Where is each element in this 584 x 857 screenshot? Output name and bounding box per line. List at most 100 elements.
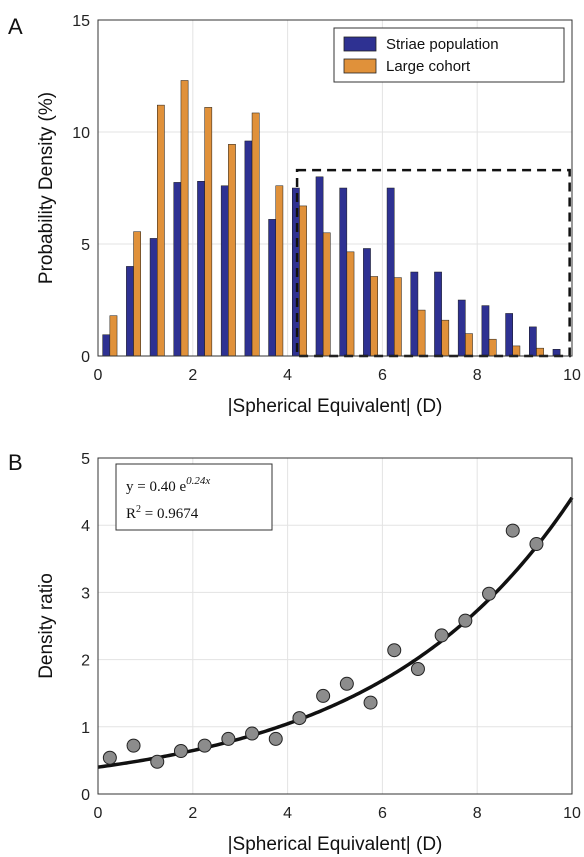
bar-large-cohort [417, 309, 426, 357]
x-tick-label: 10 [563, 367, 581, 384]
bar-striae [410, 271, 419, 357]
bar-large-cohort [251, 112, 260, 357]
data-point [482, 586, 497, 601]
bar-striae [173, 182, 182, 357]
data-point [363, 695, 378, 710]
x-tick-label: 2 [188, 805, 197, 822]
data-point [126, 738, 141, 753]
bar-large-cohort [204, 107, 213, 357]
panel-b-ylabel: Density ratio [36, 573, 57, 679]
x-tick-label: 0 [94, 805, 103, 822]
bar-striae [457, 299, 466, 357]
bar-striae [315, 176, 324, 357]
data-point [434, 628, 449, 643]
bar-large-cohort [465, 333, 473, 357]
data-point [245, 726, 260, 741]
bar-large-cohort [488, 338, 497, 357]
data-point [268, 731, 283, 746]
bar-large-cohort [299, 205, 307, 357]
data-point [316, 688, 331, 703]
bar-large-cohort [228, 144, 236, 357]
legend-label-large-cohort: Large cohort [386, 58, 471, 75]
x-tick-label: 0 [94, 367, 103, 384]
bar-striae [244, 140, 253, 357]
bar-large-cohort [157, 104, 165, 357]
panel-b-ticks: 0 2 4 6 8 10 0 1 2 3 4 5 [81, 451, 581, 822]
data-point [529, 537, 544, 552]
panel-a: A 0 2 4 6 8 10 0 5 10 15 |Spherical Equivalent| (… [8, 13, 581, 417]
bar-large-cohort [441, 319, 450, 357]
data-point [197, 738, 212, 753]
equation-text: y = 0.40 e0.24x [126, 475, 210, 495]
data-point [505, 523, 520, 538]
y-tick-label: 5 [81, 451, 90, 468]
legend: Striae population Large cohort [333, 27, 565, 83]
y-tick-label: 15 [72, 13, 90, 30]
bar-large-cohort [133, 231, 142, 357]
y-tick-label: 4 [81, 518, 90, 535]
annotation-box [115, 463, 273, 531]
bar-striae [505, 313, 513, 357]
y-tick-label: 5 [81, 237, 90, 254]
y-tick-label: 0 [81, 349, 90, 366]
x-tick-label: 6 [378, 805, 387, 822]
bar-striae [268, 219, 276, 357]
y-tick-label: 2 [81, 653, 90, 670]
bar-striae [149, 238, 158, 357]
x-tick-label: 2 [188, 367, 197, 384]
bar-large-cohort [394, 277, 402, 357]
bar-large-cohort [180, 80, 189, 357]
y-tick-label: 10 [72, 125, 90, 142]
legend-swatch-striae [343, 36, 377, 52]
bar-large-cohort [370, 276, 378, 357]
data-point [410, 662, 425, 677]
bar-striae [363, 248, 371, 357]
data-point [387, 643, 402, 658]
highlight-box [295, 168, 571, 358]
bar-striae [529, 326, 537, 357]
bar-striae [126, 266, 134, 357]
data-point [339, 676, 354, 691]
bar-large-cohort [512, 345, 521, 357]
y-tick-label: 3 [81, 585, 90, 602]
x-tick-label: 8 [473, 805, 482, 822]
data-point [221, 731, 236, 746]
panel-a-bars [102, 80, 561, 357]
panel-b-axes-frame [97, 457, 573, 795]
data-point [102, 750, 117, 765]
x-tick-label: 8 [473, 367, 482, 384]
bar-large-cohort [275, 185, 284, 357]
panel-a-ylabel: Probability Density (%) [36, 92, 57, 284]
bar-large-cohort [322, 232, 331, 357]
panel-b-xlabel: |Spherical Equivalent| (D) [228, 834, 443, 855]
bar-striae [434, 271, 442, 357]
panel-a-xlabel: |Spherical Equivalent| (D) [228, 396, 443, 417]
data-point [292, 711, 307, 726]
y-tick-label: 1 [81, 720, 90, 737]
y-tick-label: 0 [81, 787, 90, 804]
data-point [458, 613, 473, 628]
bar-striae [197, 181, 205, 357]
legend-swatch-large-cohort [343, 58, 377, 74]
x-tick-label: 4 [283, 367, 292, 384]
legend-label-striae: Striae population [386, 36, 499, 53]
bar-striae [386, 187, 395, 357]
panel-b-label: B [8, 450, 23, 475]
bar-large-cohort [346, 251, 355, 357]
data-point [150, 754, 165, 769]
bar-striae [481, 305, 490, 357]
bar-striae [339, 187, 348, 357]
panel-a-label: A [8, 14, 23, 39]
panel-b-points [102, 523, 544, 769]
bar-large-cohort [109, 315, 118, 357]
panel-a-ticks: 0 2 4 6 8 10 0 5 10 15 [72, 13, 581, 384]
panel-a-axes-frame [97, 19, 573, 357]
r-squared-text: R2 = 0.9674 [126, 504, 199, 522]
x-tick-label: 6 [378, 367, 387, 384]
x-tick-label: 10 [563, 805, 581, 822]
bar-striae [220, 185, 229, 357]
panel-b: B 0 2 4 6 8 10 0 1 2 3 4 5 |Spherical Equivalent| (… [8, 450, 581, 855]
bar-striae [102, 334, 111, 357]
x-tick-label: 4 [283, 805, 292, 822]
